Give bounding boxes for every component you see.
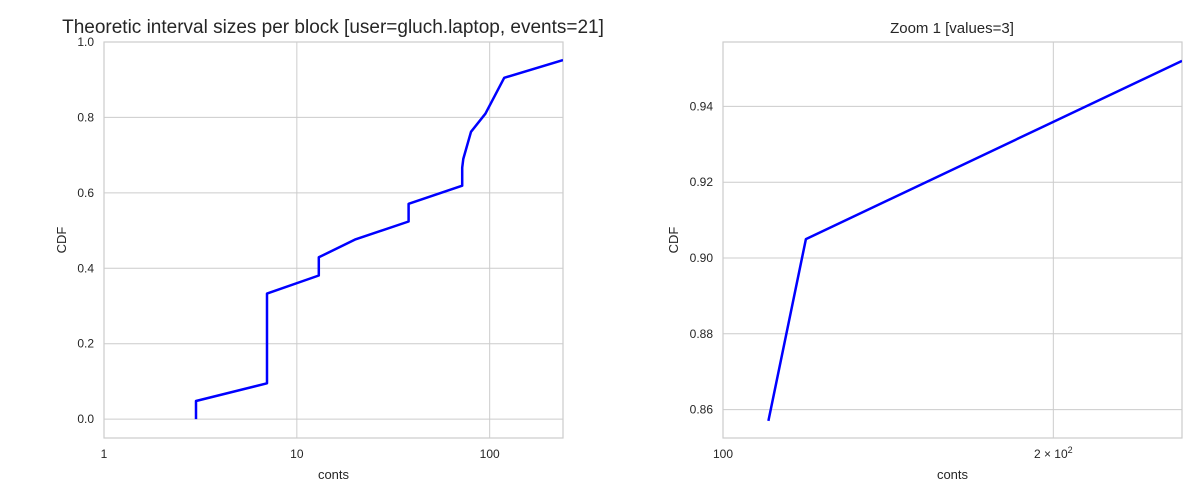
series-group	[194, 58, 563, 420]
x-tick-label: 100	[713, 447, 733, 461]
x-axis-label: conts	[318, 467, 350, 482]
x-tick-label: 1	[101, 447, 108, 461]
y-tick-label: 0.94	[690, 99, 714, 113]
x-tick-label: 10	[290, 447, 304, 461]
y-tick-label: 0.4	[77, 261, 94, 275]
x-axis-label: conts	[937, 467, 969, 482]
cdf-panel: Theoretic interval sizes per block [user…	[54, 17, 604, 482]
y-tick-label: 0.90	[690, 251, 714, 265]
x-tick-label: 100	[480, 447, 500, 461]
cdf-line	[194, 58, 563, 420]
chart-title: Theoretic interval sizes per block [user…	[62, 17, 604, 38]
grid-lines	[104, 41, 563, 438]
x-tick-labels: 1 10 100	[101, 447, 500, 461]
plot-frame	[722, 41, 1183, 439]
y-tick-label: 0.0	[77, 412, 94, 426]
y-tick-labels: 0.86 0.88 0.90 0.92 0.94	[690, 99, 714, 416]
y-tick-label: 0.92	[690, 175, 714, 189]
x-tick-labels: 100 2 × 102	[713, 445, 1073, 461]
y-tick-label: 1.0	[77, 35, 94, 49]
x-tick-label: 2 × 102	[1034, 445, 1073, 461]
plot-frame	[103, 41, 564, 439]
grid-lines	[723, 42, 1182, 438]
zoom-panel: Zoom 1 [values=3] 100 2 × 102 0.86 0.88 0.9…	[666, 20, 1183, 482]
cdf-line	[767, 59, 1182, 422]
y-tick-label: 0.6	[77, 186, 94, 200]
y-axis-label: CDF	[54, 227, 69, 254]
y-tick-label: 0.8	[77, 110, 94, 124]
y-tick-label: 0.88	[690, 327, 714, 341]
series-group	[767, 59, 1182, 422]
y-axis-label: CDF	[666, 227, 681, 254]
y-tick-label: 0.86	[690, 403, 714, 417]
zoom-chart-title: Zoom 1 [values=3]	[890, 20, 1014, 37]
y-tick-labels: 0.0 0.2 0.4 0.6 0.8 1.0	[77, 35, 94, 426]
y-tick-label: 0.2	[77, 337, 94, 351]
